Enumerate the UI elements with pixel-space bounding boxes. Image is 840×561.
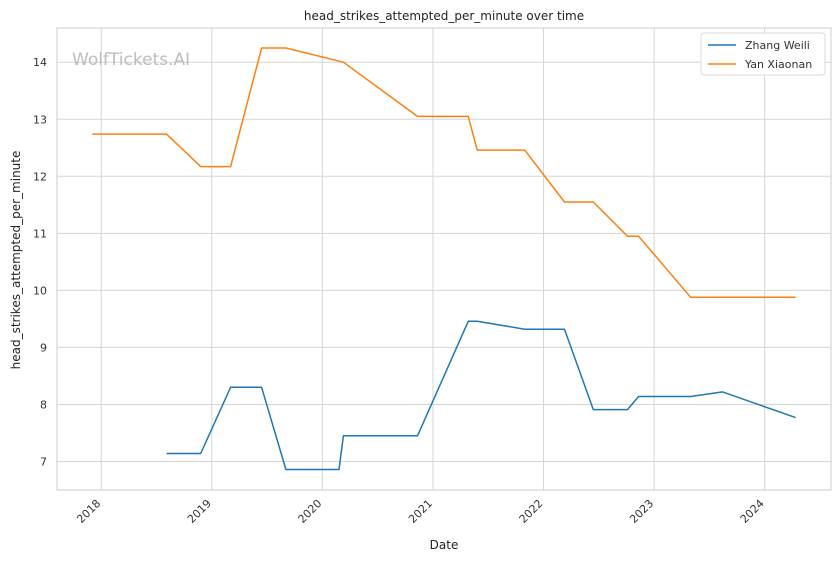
series-line-yan-xiaonan bbox=[92, 47, 796, 298]
y-tick-label: 11 bbox=[33, 227, 47, 240]
y-tick-label: 9 bbox=[40, 341, 47, 354]
y-axis-label: head_strikes_attempted_per_minute bbox=[9, 151, 23, 370]
legend: Zhang Weili Yan Xiaonan bbox=[700, 32, 826, 76]
y-tick-label: 13 bbox=[33, 113, 47, 126]
y-tick-label: 8 bbox=[40, 398, 47, 411]
y-tick-label: 10 bbox=[33, 284, 47, 297]
grid bbox=[57, 28, 831, 490]
watermark: WolfTickets.AI bbox=[72, 50, 190, 70]
y-tick-label: 7 bbox=[40, 455, 47, 468]
x-axis-label: Date bbox=[430, 538, 459, 552]
chart-title: head_strikes_attempted_per_minute over t… bbox=[304, 9, 584, 23]
legend-label-yan-xiaonan: Yan Xiaonan bbox=[744, 58, 812, 71]
y-tick-label: 14 bbox=[33, 56, 47, 69]
series-lines bbox=[92, 47, 796, 471]
y-axis-ticks: 7 8 9 10 11 12 13 14 bbox=[33, 56, 47, 468]
plot-frame bbox=[56, 27, 832, 491]
legend-label-zhang-weili: Zhang Weili bbox=[745, 39, 810, 52]
series-line-zhang-weili bbox=[166, 320, 796, 471]
y-tick-label: 12 bbox=[33, 170, 47, 183]
